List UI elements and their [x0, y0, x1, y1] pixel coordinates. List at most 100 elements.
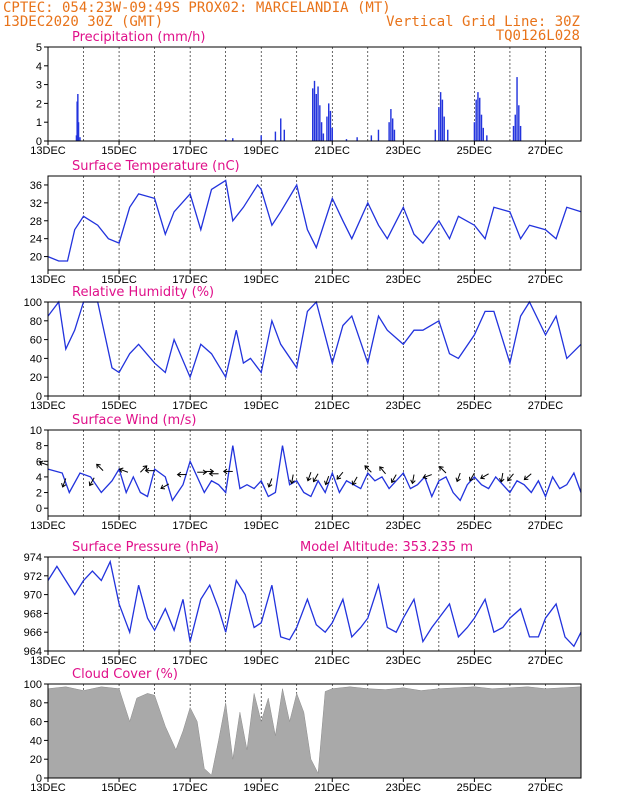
precip-bar: [518, 105, 520, 141]
x-tick-label: 13DEC: [30, 274, 66, 286]
precip-bar: [519, 125, 522, 141]
x-tick-label: 23DEC: [386, 655, 422, 667]
x-tick-label: 19DEC: [243, 782, 279, 794]
x-tick-label: 17DEC: [172, 655, 208, 667]
x-tick-label: 21DEC: [315, 782, 351, 794]
precip-bar: [312, 88, 314, 141]
precip-bar: [480, 114, 483, 141]
x-tick-label: 13DEC: [30, 655, 66, 667]
y-tick-label: 80: [30, 316, 42, 328]
precip-bar: [319, 105, 321, 141]
x-tick-label: 21DEC: [315, 274, 351, 286]
precip-bar: [443, 116, 445, 141]
precip-bar: [486, 135, 488, 141]
x-tick-label: 23DEC: [386, 274, 422, 286]
y-tick-label: 0: [36, 503, 42, 515]
precip-bar: [320, 122, 323, 141]
precip-bar: [377, 129, 380, 141]
x-tick-label: 13DEC: [30, 782, 66, 794]
precip-bar: [329, 110, 332, 141]
precip-bar: [280, 118, 282, 141]
wind-arrow: [140, 465, 148, 473]
x-tick-label: 27DEC: [528, 655, 564, 667]
wind-arrow: [422, 474, 432, 480]
precip-bar: [345, 139, 348, 141]
x-tick-label: 15DEC: [101, 655, 137, 667]
wind-arrow: [38, 460, 49, 466]
precip-bar: [393, 129, 396, 141]
wind-arrow: [289, 474, 295, 485]
y-tick-label: 5: [36, 42, 42, 54]
y-tick-label: 968: [24, 608, 42, 620]
precip-bar: [77, 94, 79, 141]
precip-bar: [479, 97, 481, 141]
panel-title: Surface Temperature (nC): [72, 159, 240, 174]
x-tick-label: 19DEC: [243, 520, 279, 532]
precip-bar: [283, 129, 286, 141]
precip-bar: [516, 77, 518, 141]
wind-arrow: [176, 471, 187, 478]
wind-arrow: [455, 472, 461, 483]
y-tick-label: 80: [30, 698, 42, 710]
wind-arrow: [96, 463, 104, 472]
panel-pressure: Surface Pressure (hPa) Model Altitude: 35…: [24, 540, 582, 667]
y-tick-label: 24: [30, 234, 42, 246]
x-tick-label: 17DEC: [172, 782, 208, 794]
wind-arrow: [160, 483, 170, 490]
wind-arrow: [312, 473, 319, 483]
x-tick-label: 19DEC: [243, 655, 279, 667]
precip-bar: [232, 138, 234, 141]
panel-title: Precipitation (mm/h): [72, 30, 205, 45]
x-tick-label: 21DEC: [315, 655, 351, 667]
precip-bar: [274, 131, 277, 141]
x-tick-label: 27DEC: [528, 274, 564, 286]
x-tick-label: 25DEC: [457, 782, 493, 794]
wind-arrow: [324, 475, 330, 486]
wind-arrow: [468, 472, 475, 482]
wind-arrow: [480, 473, 489, 480]
panel-title: Surface Wind (m/s): [72, 413, 196, 428]
wind-arrow: [61, 478, 67, 488]
wind-arrow: [364, 465, 372, 473]
precip-bar: [76, 101, 78, 141]
precip-bar: [391, 118, 394, 141]
wind-arrow: [523, 473, 532, 481]
x-tick-label: 21DEC: [315, 145, 351, 157]
y-tick-label: 20: [30, 252, 42, 264]
precip-bar: [438, 107, 440, 141]
x-tick-label: 23DEC: [386, 400, 422, 412]
wind-arrow: [144, 467, 155, 474]
header-model-code: TQ0126L028: [496, 28, 580, 44]
precip-bar: [447, 129, 449, 141]
y-tick-label: 3: [36, 80, 42, 92]
y-tick-label: 972: [24, 571, 42, 583]
x-tick-label: 13DEC: [30, 145, 66, 157]
precip-bar: [317, 86, 319, 141]
x-tick-label: 13DEC: [30, 520, 66, 532]
wind-arrow: [410, 474, 416, 485]
wind-arrow: [208, 471, 219, 477]
x-tick-label: 23DEC: [386, 782, 422, 794]
panel-frame: [47, 46, 582, 142]
y-tick-label: 40: [30, 353, 42, 365]
precip-bar: [473, 122, 476, 141]
precip-bar: [356, 137, 358, 141]
x-tick-label: 25DEC: [457, 655, 493, 667]
cloud-cover-area: [47, 686, 582, 779]
y-tick-label: 20: [30, 372, 42, 384]
wind-arrow: [390, 474, 397, 484]
panel-temperature: Surface Temperature (nC) 36 32 28 24 20 13DEC 1…: [30, 159, 582, 286]
precip-bar: [326, 116, 328, 141]
wind-arrow: [499, 472, 505, 483]
wind-arrow: [306, 472, 312, 482]
precip-bar: [475, 99, 477, 141]
header-grid-line: Vertical Grid Line: 30Z: [386, 14, 580, 30]
y-tick-label: 1: [36, 117, 42, 129]
precip-bar: [260, 135, 262, 141]
y-tick-label: 0: [36, 773, 42, 785]
precip-bar: [434, 129, 437, 141]
precip-bar: [79, 137, 81, 141]
temperature-series-line: [47, 179, 582, 262]
y-tick-label: 6: [36, 456, 42, 468]
